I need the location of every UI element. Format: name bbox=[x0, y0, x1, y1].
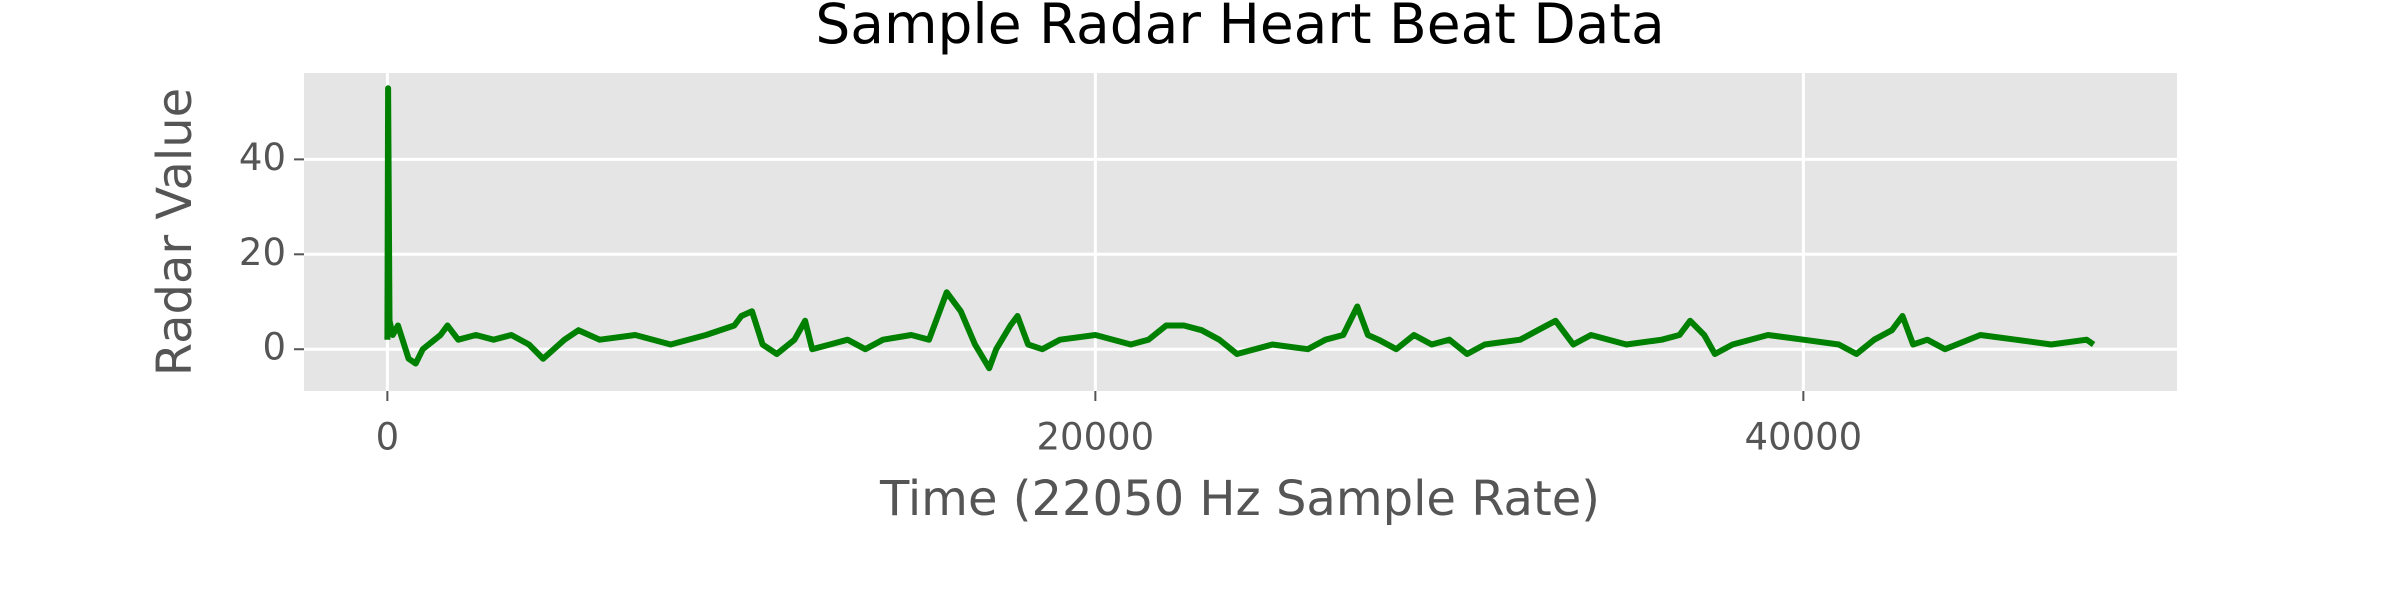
chart-title: Sample Radar Heart Beat Data bbox=[815, 0, 1664, 56]
x-tick-label: 0 bbox=[376, 416, 400, 459]
data-line bbox=[384, 85, 2096, 372]
y-axis-label: Radar Value bbox=[147, 88, 203, 376]
y-tick-label: 20 bbox=[239, 231, 286, 274]
y-tick-label: 40 bbox=[239, 136, 286, 179]
plot-area bbox=[304, 73, 2177, 391]
x-tick-label: 40000 bbox=[1745, 416, 1863, 459]
x-tick-label: 20000 bbox=[1037, 416, 1155, 459]
x-axis-label: Time (22050 Hz Sample Rate) bbox=[879, 471, 1600, 527]
y-tick-label: 0 bbox=[262, 326, 286, 369]
